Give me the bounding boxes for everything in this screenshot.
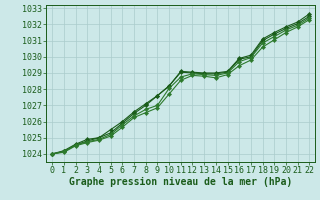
X-axis label: Graphe pression niveau de la mer (hPa): Graphe pression niveau de la mer (hPa)	[69, 177, 292, 187]
